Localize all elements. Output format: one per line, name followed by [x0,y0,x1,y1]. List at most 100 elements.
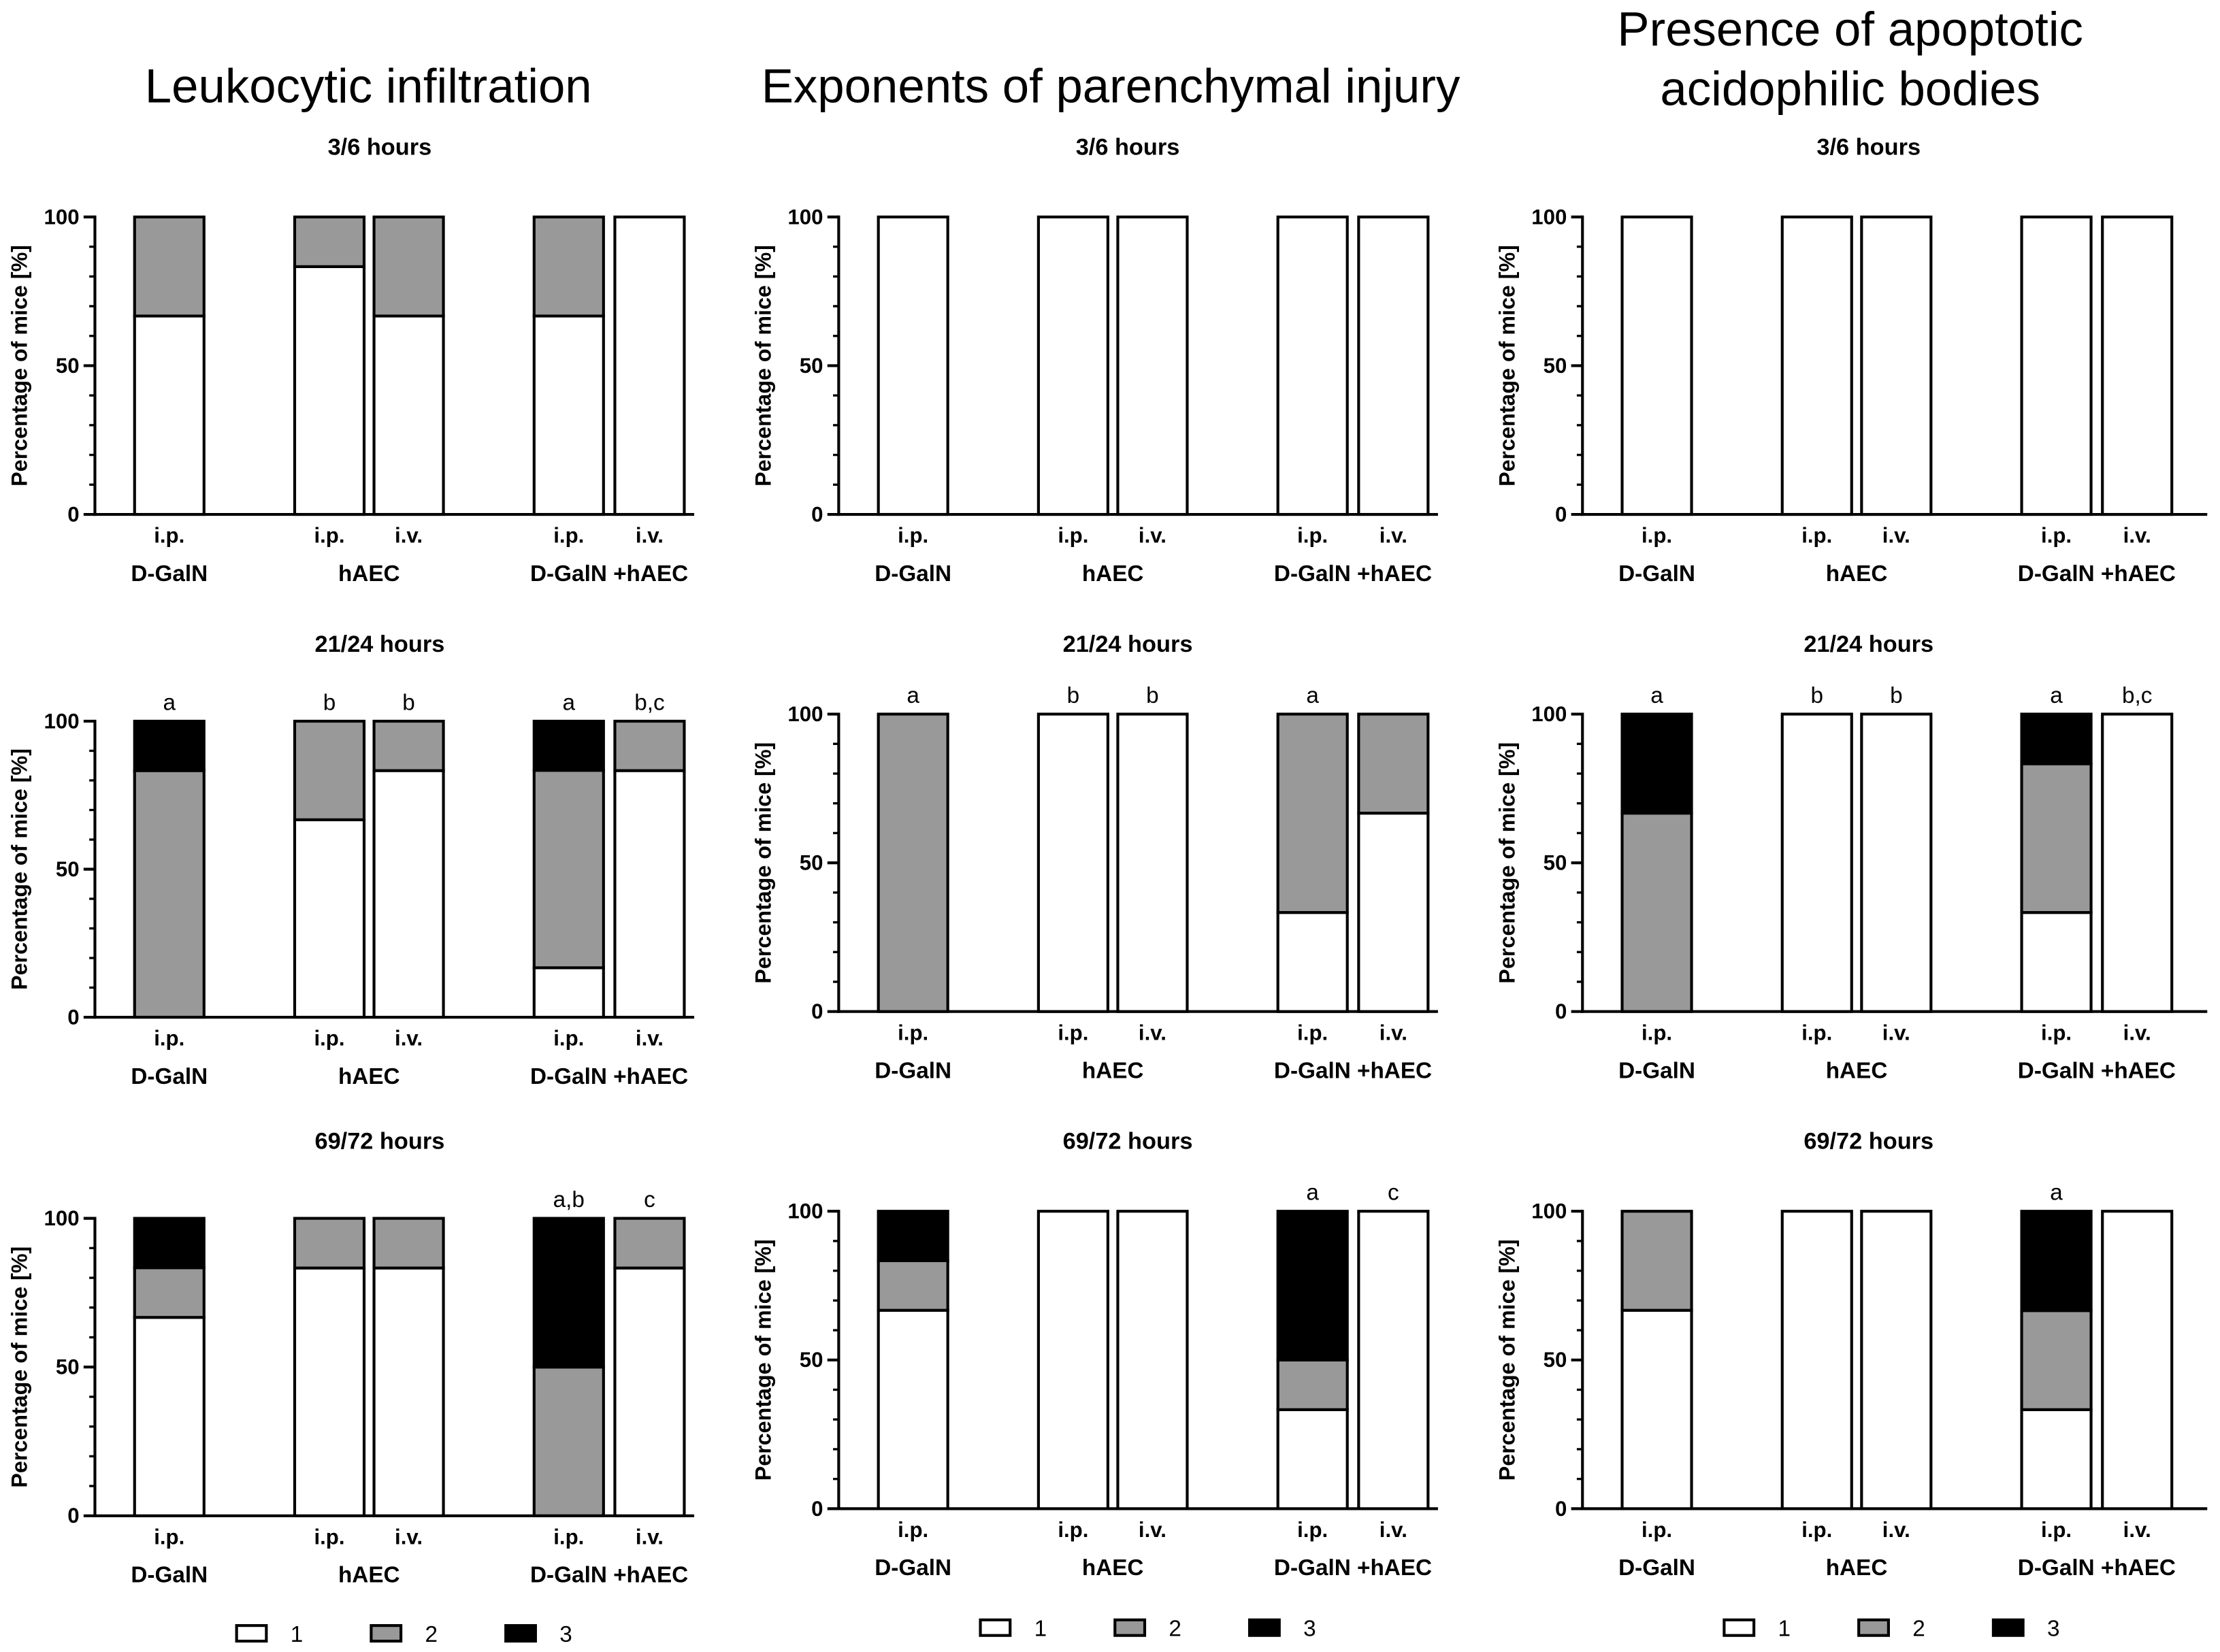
x-tick-label: i.v. [636,1525,664,1549]
bar-d-galn-haec-i-p-score-3 [2020,712,2093,765]
bar-d-galn-haec-i-p-score-2 [532,1366,605,1517]
bar-d-galn-i-p-score-3 [133,719,206,772]
group-label-d-galn: D-GalN [875,561,951,587]
x-tick-label: i.v. [1380,1518,1407,1542]
bar-haec-i-v-score-1 [1860,215,1933,516]
x-tick-label: i.v. [1882,1518,1910,1542]
bar-d-galn-haec-i-p-score-1 [1276,911,1349,1013]
bar-d-galn-i-p-score-1 [133,1316,206,1517]
significance-annotation: b [1890,683,1903,708]
legend-swatch-3 [504,1624,537,1643]
bar-d-galn-haec-i-p-score-1 [1276,215,1349,516]
x-tick-label: i.v. [636,1027,664,1051]
bar-d-galn-i-p-score-1 [877,1308,949,1510]
bar-d-galn-i-p-score-2 [133,1266,206,1319]
y-tick-label: 100 [44,1206,79,1230]
significance-annotation: b [1810,683,1823,708]
legend-col2: 1 2 3 [979,1617,1316,1642]
group-label-haec: hAEC [1082,1555,1144,1581]
group-label-d-galn-haec: D-GalN +hAEC [2018,1555,2176,1581]
bar-d-galn-haec-i-v-score-1 [613,769,686,1019]
bar-d-galn-i-p-score-1 [1620,1308,1693,1510]
bar-d-galn-i-p-score-2 [877,712,949,1013]
chart-title: 21/24 hours [1803,631,1933,657]
x-tick-label: i.v. [1139,1021,1166,1044]
bar-d-galn-i-p-score-3 [1620,712,1693,815]
bar-haec-i-p-score-1 [293,818,366,1019]
significance-annotation: b [402,690,415,715]
column-title-apoptotic-line-2: acidophilic bodies [1660,61,2040,115]
group-label-haec: hAEC [1826,1555,1888,1581]
bar-haec-i-v-score-1 [372,769,445,1019]
group-label-d-galn: D-GalN [1618,1059,1695,1084]
bar-haec-i-p-score-1 [1780,215,1853,516]
x-tick-label: i.p. [1642,524,1672,548]
y-tick-label: 0 [1555,1497,1567,1521]
significance-annotation: a [907,683,919,708]
y-tick-label: 50 [1544,1348,1567,1372]
y-axis-label: Percentage of mice [%] [1495,245,1519,486]
chart-title: 3/6 hours [1076,134,1180,160]
group-label-d-galn: D-GalN [131,1064,208,1089]
y-tick-label: 100 [44,709,79,733]
bar-d-galn-haec-i-v-score-2 [1357,712,1430,815]
x-tick-label: i.p. [1058,524,1088,548]
bar-d-galn-haec-i-v-score-2 [613,719,686,772]
bar-haec-i-v-score-1 [1116,215,1189,516]
bar-d-galn-haec-i-p-score-3 [532,719,605,772]
x-tick-label: i.v. [2123,524,2151,548]
column-titles: Leukocytic infiltration Exponents of par… [145,2,2083,115]
bar-haec-i-v-score-1 [1860,712,1933,1013]
y-tick-label: 100 [787,205,823,229]
x-tick-label: i.p. [553,1525,584,1549]
y-tick-label: 50 [56,1355,80,1379]
group-label-haec: hAEC [338,1064,400,1089]
y-axis-label: Percentage of mice [%] [7,748,32,990]
x-tick-label: i.p. [154,1027,184,1051]
bar-haec-i-p-score-1 [1780,1210,1853,1510]
bar-d-galn-haec-i-v-score-1 [2101,712,2174,1013]
bar-haec-i-p-score-1 [1036,712,1109,1013]
y-tick-label: 50 [800,354,823,378]
group-label-haec: hAEC [1082,1059,1144,1084]
x-tick-label: i.v. [636,524,664,548]
bar-d-galn-haec-i-p-score-1 [2020,911,2093,1013]
chart-title: 3/6 hours [1816,134,1921,160]
chart-panel-col2-row1: 3/6 hours Percentage of mice [%] 0 50 100 i.p… [751,134,1438,587]
x-tick-label: i.p. [553,524,584,548]
legend-swatch-1 [979,1618,1012,1637]
group-label-d-galn-haec: D-GalN +hAEC [1274,1059,1432,1084]
y-tick-label: 50 [1544,354,1567,378]
bar-haec-i-v-score-1 [1116,1210,1189,1510]
bar-d-galn-haec-i-v-score-1 [1357,1210,1430,1510]
chart-panel-col1-row1: 3/6 hours Percentage of mice [%] 0 50 100 i.p… [7,134,695,587]
bar-d-galn-haec-i-v-score-1 [2101,215,2174,516]
legend-swatch-2 [1857,1618,1890,1637]
x-tick-label: i.v. [1380,524,1407,548]
bar-d-galn-haec-i-v-score-1 [1357,215,1430,516]
chart-panel-col1-row2: 21/24 hours Percentage of mice [%] 0 50 100 i… [7,631,695,1089]
group-label-d-galn: D-GalN [131,1563,208,1588]
group-label-d-galn-haec: D-GalN +hAEC [2018,1059,2176,1084]
bar-d-galn-i-p-score-2 [133,215,206,318]
x-tick-label: i.p. [1297,1518,1328,1542]
significance-annotation: a,b [553,1187,585,1212]
bar-haec-i-v-score-2 [372,719,445,772]
y-tick-label: 100 [44,205,79,229]
y-tick-label: 0 [67,502,79,526]
significance-annotation: b [323,690,336,715]
x-tick-label: i.p. [1058,1518,1088,1542]
chart-panel-col3-row1: 3/6 hours Percentage of mice [%] 0 50 100 i.p… [1495,134,2208,587]
x-tick-label: i.p. [1642,1021,1672,1044]
y-tick-label: 100 [1531,205,1567,229]
y-tick-label: 50 [56,354,80,378]
column-title-parenchymal-injury: Exponents of parenchymal injury [762,59,1460,112]
bar-d-galn-i-p-score-3 [877,1210,949,1262]
y-tick-label: 0 [67,1005,79,1029]
bar-d-galn-i-p-score-1 [1620,215,1693,516]
y-axis-label: Percentage of mice [%] [7,1246,32,1488]
y-tick-label: 50 [800,851,823,875]
group-label-d-galn-haec: D-GalN +hAEC [1274,1555,1432,1581]
x-tick-label: i.p. [1801,524,1832,548]
